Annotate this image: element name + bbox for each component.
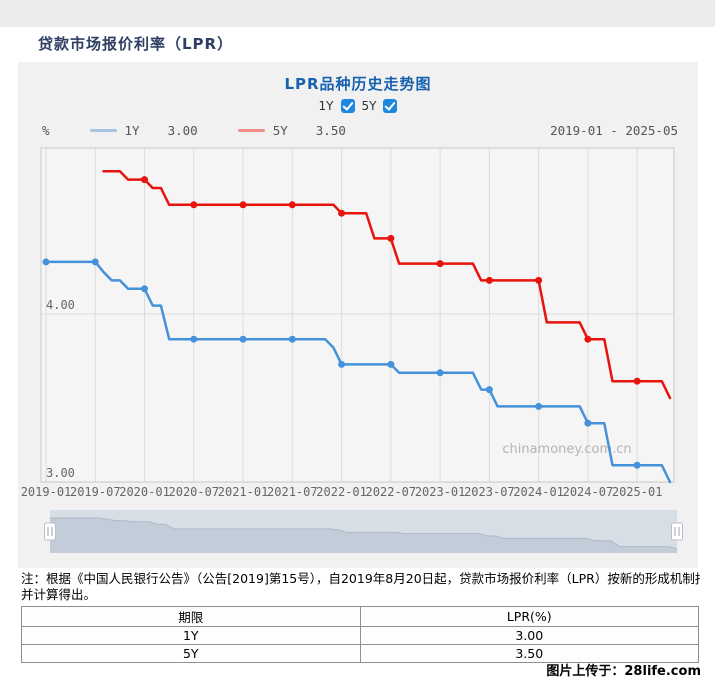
series-toggle-row: 1Y 5Y (18, 99, 698, 113)
chart-marker-1y (288, 335, 296, 343)
table-cell-value-5y: 3.50 (359, 644, 699, 663)
top-strip (0, 0, 715, 27)
table-header-term: 期限 (21, 606, 361, 627)
y-tick-label: 4.00 (46, 298, 75, 312)
x-tick-label: 2022-01 (316, 485, 367, 499)
table-cell-term-1y: 1Y (21, 626, 361, 645)
chart-title: LPR品种历史走势图 (284, 75, 432, 93)
x-tick-label: 2020-01 (119, 485, 170, 499)
chart-marker-1y (190, 335, 198, 343)
checkbox-5y[interactable] (383, 99, 398, 113)
chart-marker-1y (633, 461, 641, 469)
page-title: 贷款市场报价利率（LPR） (38, 35, 234, 53)
x-tick-label: 2019-01 (21, 485, 72, 499)
chart-line-1y (44, 260, 672, 484)
table-header-row: 期限 LPR(%) (21, 606, 699, 627)
plot-border (40, 147, 675, 483)
toggle-label-5y: 5Y (361, 99, 377, 113)
footnote-line-1: 注：根据《中国人民银行公告》（公告[2019]第15号），自2019年8月20日… (21, 571, 700, 586)
x-tick-label: 2021-01 (218, 485, 269, 499)
x-tick-label: 2022-07 (366, 485, 417, 499)
navigator-handle-right[interactable] (671, 522, 683, 541)
chart-marker-1y (387, 360, 395, 368)
chart-marker-5y (633, 377, 641, 385)
x-tick-label: 2021-07 (267, 485, 318, 499)
x-tick-label: 2024-01 (513, 485, 564, 499)
table-cell-term-5y: 5Y (21, 644, 361, 663)
chart-marker-5y (485, 276, 493, 284)
chart-line-5y (102, 169, 672, 400)
navigator-handle-left[interactable] (44, 522, 56, 541)
x-tick-label: 2024-07 (563, 485, 614, 499)
legend-name-5y: 5Y (272, 123, 288, 138)
x-tick-label: 2023-01 (415, 485, 466, 499)
watermark: chinamoney.com.cn (502, 442, 631, 457)
chart-marker-1y (141, 285, 149, 293)
date-range: 2019-01 - 2025-05 (550, 123, 678, 138)
chart-marker-5y (338, 209, 346, 217)
legend-value-5y: 3.50 (315, 123, 346, 138)
checkbox-1y[interactable] (340, 99, 355, 113)
chart-marker-5y (288, 201, 296, 209)
x-tick-label: 2025-01 (612, 485, 663, 499)
chart-marker-5y (387, 234, 395, 242)
chart-marker-1y (91, 258, 99, 266)
legend-swatch-1y-icon (89, 129, 117, 132)
y-tick-label: 3.00 (46, 466, 75, 480)
legend-swatch-5y-icon (237, 129, 265, 132)
x-tick-label: 2023-07 (464, 485, 515, 499)
toggle-label-1y: 1Y (318, 99, 334, 113)
grip-icon[interactable] (44, 522, 56, 541)
x-tick-label: 2019-07 (70, 485, 121, 499)
y-axis-unit: % (42, 123, 50, 138)
table-row: 5Y 3.50 (21, 644, 699, 663)
legend-row: % 1Y 3.00 5Y 3.50 2019-01 - 2025-05 (42, 123, 678, 138)
image-attribution: 图片上传于：28life.com (546, 660, 701, 679)
table-cell-value-1y: 3.00 (359, 626, 699, 645)
chart-marker-1y (436, 369, 444, 377)
chart-panel: LPR品种历史走势图 1Y 5Y % 1Y 3.00 5Y 3.50 2019-… (18, 62, 698, 568)
chart-marker-5y (436, 260, 444, 268)
chart-marker-1y (485, 386, 493, 394)
chart-marker-1y (42, 258, 50, 266)
grip-icon[interactable] (671, 522, 683, 541)
legend-item-5y: 5Y 3.50 (237, 123, 346, 138)
lpr-chart: chinamoney.com.cn4.003.002019-012019-072… (21, 147, 683, 553)
attribution-label: 图片上传于： (546, 664, 625, 679)
legend-item-1y: 1Y 3.00 (89, 123, 198, 138)
navigator-data-line (50, 517, 678, 550)
table-row: 1Y 3.00 (21, 626, 699, 645)
chart-marker-1y (535, 402, 543, 410)
x-tick-label: 2020-07 (169, 485, 220, 499)
chart-marker-5y (535, 276, 543, 284)
attribution-site: 28life.com (624, 664, 701, 679)
chart-marker-5y (190, 201, 198, 209)
lpr-table: 期限 LPR(%) 1Y 3.00 5Y 3.50 (21, 606, 699, 663)
chart-marker-1y (338, 360, 346, 368)
footnote-line-2: 并计算得出。 (21, 587, 97, 602)
table-header-lpr: LPR(%) (359, 606, 699, 627)
navigator-data-shadow (50, 518, 677, 553)
chart-marker-5y (584, 335, 592, 343)
legend-name-1y: 1Y (124, 123, 140, 138)
chart-marker-1y (584, 419, 592, 427)
footnote: 注：根据《中国人民银行公告》（公告[2019]第15号），自2019年8月20日… (21, 571, 700, 603)
chart-marker-5y (239, 201, 247, 209)
chart-marker-1y (239, 335, 247, 343)
plot-area (41, 148, 674, 482)
legend-value-1y: 3.00 (167, 123, 198, 138)
chart-marker-5y (141, 176, 149, 184)
